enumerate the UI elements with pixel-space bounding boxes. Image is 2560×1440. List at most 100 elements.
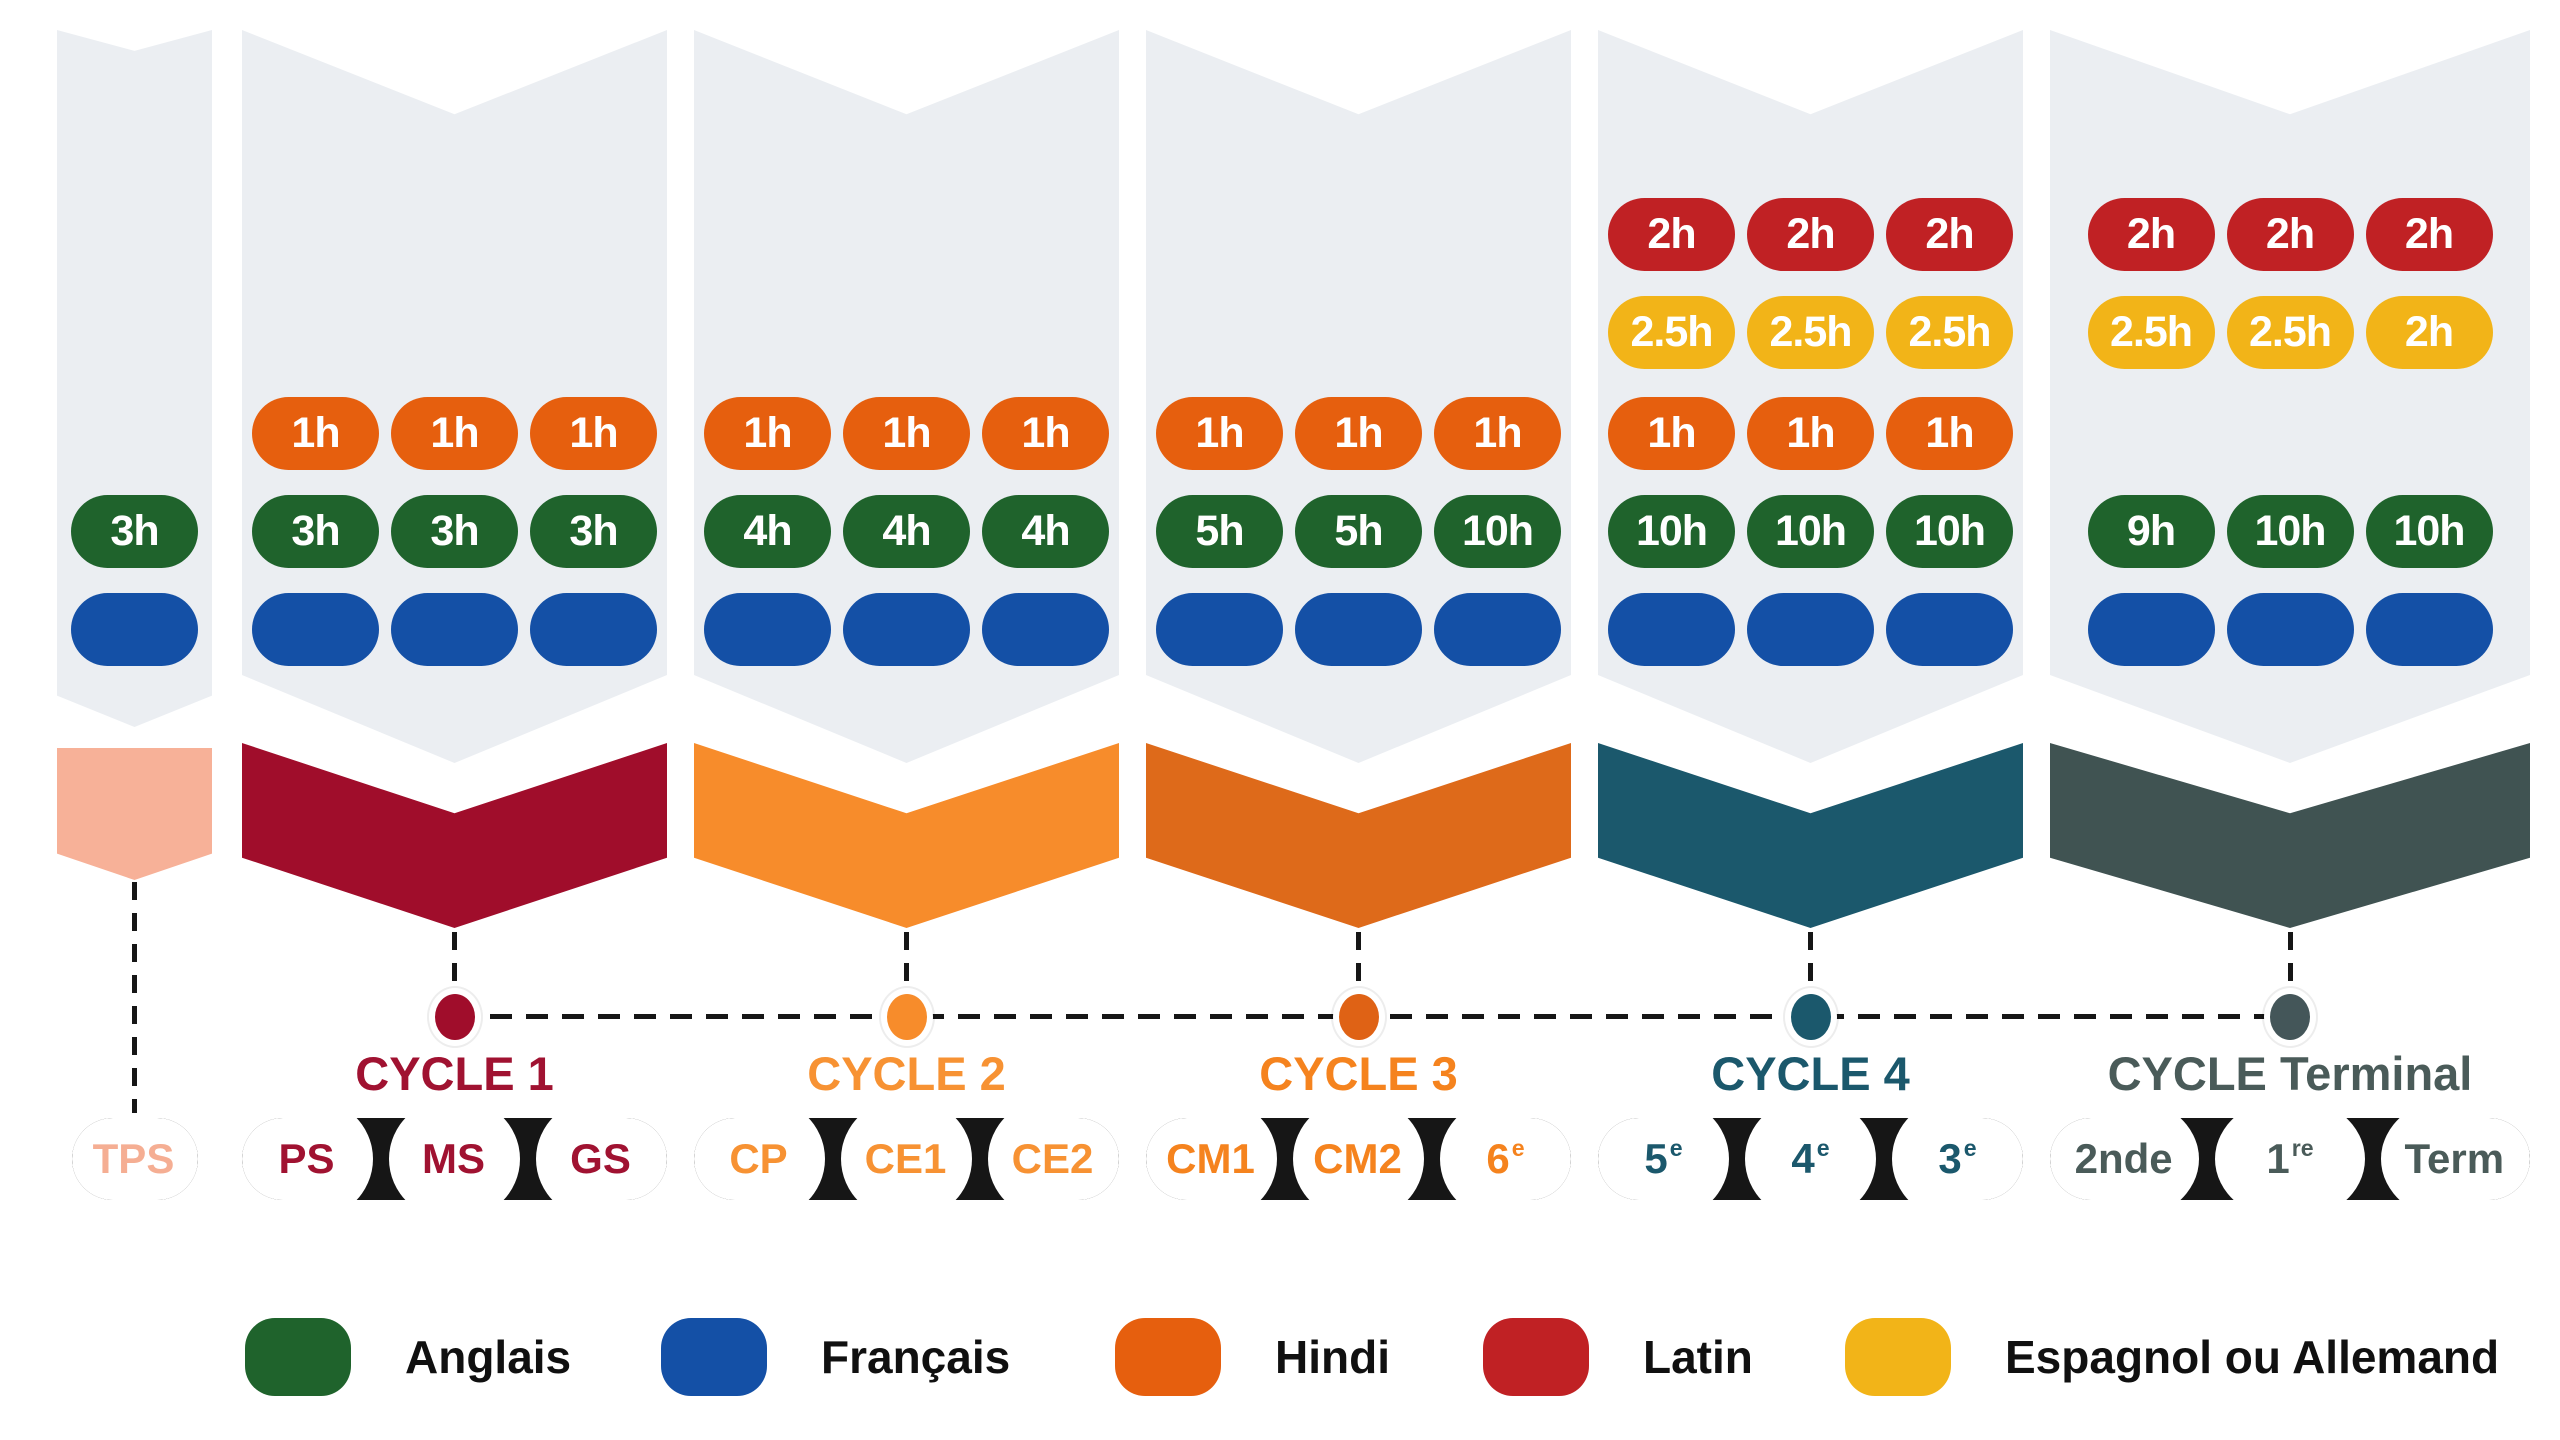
grade-cell-cycle-terminal-0: 2nde [2050, 1118, 2200, 1200]
grade-text: 3 [1938, 1135, 1962, 1182]
hours-pill-anglais: 10h [2226, 495, 2354, 568]
grade-cell-cycle-3-1: CM2 [1293, 1118, 1424, 1200]
subject-row-espagnol-cycle-terminal: 2.5h 2.5h 2h [2050, 296, 2530, 369]
hours-value: 1h [430, 409, 479, 457]
hours-pill-anglais: 5h [1295, 495, 1422, 568]
legend-swatch-hindi [1115, 1318, 1221, 1396]
hours-value: 1h [1925, 409, 1974, 457]
legend-label: Latin [1643, 1331, 1753, 1383]
hours-pill-anglais: 4h [843, 495, 970, 568]
grade-text: 2nde [2074, 1135, 2173, 1182]
hours-pill-anglais: 10h [1434, 495, 1561, 568]
grade-bracket-cycle-1: PS MS GS [242, 1118, 667, 1200]
legend-item-latin: Latin [1483, 1318, 1753, 1396]
hours-value: 1h [1021, 409, 1070, 457]
grade-cell-cycle-2-2: CE2 [988, 1118, 1119, 1200]
hours-pill-hindi: 1h [1747, 397, 1874, 470]
legend-item-anglais: Anglais [245, 1318, 571, 1396]
cycle-label-cycle-3: CYCLE 3 [1146, 1046, 1571, 1101]
hours-pill-anglais: 3h [530, 495, 657, 568]
timeline-dot-cycle-terminal [2270, 994, 2310, 1040]
hours-pill-francais [2226, 593, 2354, 666]
legend-label: Anglais [405, 1331, 572, 1383]
connector-cycle-4 [1808, 932, 1813, 996]
hours-pill-latin: 2h [2226, 198, 2354, 271]
hours-pill-latin: 2h [2365, 198, 2493, 271]
grade-bracket-cycle-2: CP CE1 CE2 [694, 1118, 1119, 1200]
hours-value: 2.5h [2109, 308, 2193, 356]
grade-cell-cycle-3-0: CM1 [1146, 1118, 1277, 1200]
cycle-label-cycle-terminal: CYCLE Terminal [2050, 1046, 2530, 1101]
subject-row-anglais-cycle-2: 4h 4h 4h [694, 495, 1119, 568]
connector-cycle-1 [452, 932, 457, 996]
hours-pill-francais [1156, 593, 1283, 666]
hours-value: 1h [569, 409, 618, 457]
hours-value: 3h [291, 507, 340, 555]
hours-pill-francais [530, 593, 657, 666]
hours-value: 2h [2404, 210, 2454, 258]
hours-pill-espagnol: 2.5h [1886, 296, 2013, 369]
hours-pill-francais [71, 593, 198, 666]
cycle-label-text: CYCLE Terminal [2107, 1047, 2473, 1100]
subject-row-anglais-cycle-1: 3h 3h 3h [242, 495, 667, 568]
timeline-dot-cycle-2 [886, 994, 927, 1040]
grade-text: CM2 [1313, 1135, 1402, 1182]
hours-value: 10h [1461, 507, 1534, 555]
hours-value: 2h [2404, 308, 2454, 356]
connector-cycle-3 [1356, 932, 1361, 996]
hours-pill-hindi: 1h [530, 397, 657, 470]
hours-pill-hindi: 1h [1886, 397, 2013, 470]
hours-value: 3h [110, 507, 159, 555]
hours-pill-anglais: 10h [1608, 495, 1735, 568]
hours-pill-latin: 2h [1886, 198, 2013, 271]
hours-value: 1h [1786, 409, 1835, 457]
hours-pill-hindi: 1h [391, 397, 518, 470]
hours-pill-anglais: 3h [252, 495, 379, 568]
cycle-chevron-cycle-terminal [2050, 743, 2530, 928]
hours-value: 3h [569, 507, 618, 555]
grade-cell-cycle-1-2: GS [536, 1118, 667, 1200]
legend-swatch-espagnol [1845, 1318, 1951, 1396]
hours-value: 2h [1647, 210, 1696, 258]
grade-text: PS [278, 1135, 335, 1182]
grade-text: TPS [92, 1135, 175, 1182]
subject-row-hindi-cycle-1: 1h 1h 1h [242, 397, 667, 470]
cycle-chevron-cycle-3 [1146, 743, 1571, 928]
hours-pill-francais [2365, 593, 2493, 666]
hours-value: 2.5h [1908, 308, 1991, 356]
grade-cell-cycle-1-0: PS [242, 1118, 373, 1200]
hours-pill-hindi: 1h [982, 397, 1109, 470]
subject-row-anglais-cycle-4: 10h 10h 10h [1598, 495, 2023, 568]
cycle-label-text: CYCLE 2 [807, 1047, 1006, 1100]
hours-pill-espagnol: 2.5h [2087, 296, 2215, 369]
hours-pill-francais [2087, 593, 2215, 666]
subject-row-anglais-cycle-terminal: 9h 10h 10h [2050, 495, 2530, 568]
hours-pill-francais [704, 593, 831, 666]
hours-value: 9h [2126, 507, 2176, 555]
subject-row-francais-cycle-1 [242, 593, 667, 666]
cycle-label-cycle-2: CYCLE 2 [694, 1046, 1119, 1101]
hours-pill-francais [843, 593, 970, 666]
timeline-dot-cycle-4 [1790, 994, 1831, 1040]
grade-bracket-tps: TPS [71, 1118, 198, 1200]
hours-value: 2h [2265, 210, 2315, 258]
legend-label: Français [821, 1331, 1011, 1383]
legend-swatch-francais [661, 1318, 767, 1396]
grade-text: Term [2404, 1135, 2505, 1182]
hours-pill-hindi: 1h [704, 397, 831, 470]
hours-pill-hindi: 1h [1156, 397, 1283, 470]
hours-value: 5h [1195, 507, 1244, 555]
legend-swatch-anglais [245, 1318, 351, 1396]
legend-item-hindi: Hindi [1115, 1318, 1390, 1396]
hours-pill-hindi: 1h [1608, 397, 1735, 470]
grade-text: 5 [1644, 1135, 1668, 1182]
grade-text: CE1 [864, 1135, 947, 1182]
hours-pill-francais [1747, 593, 1874, 666]
hours-value: 2.5h [1769, 308, 1852, 356]
grade-text: GS [570, 1135, 631, 1182]
hours-pill-anglais: 9h [2087, 495, 2215, 568]
grade-cell-cycle-2-1: CE1 [841, 1118, 972, 1200]
hours-value: 2h [1925, 210, 1974, 258]
